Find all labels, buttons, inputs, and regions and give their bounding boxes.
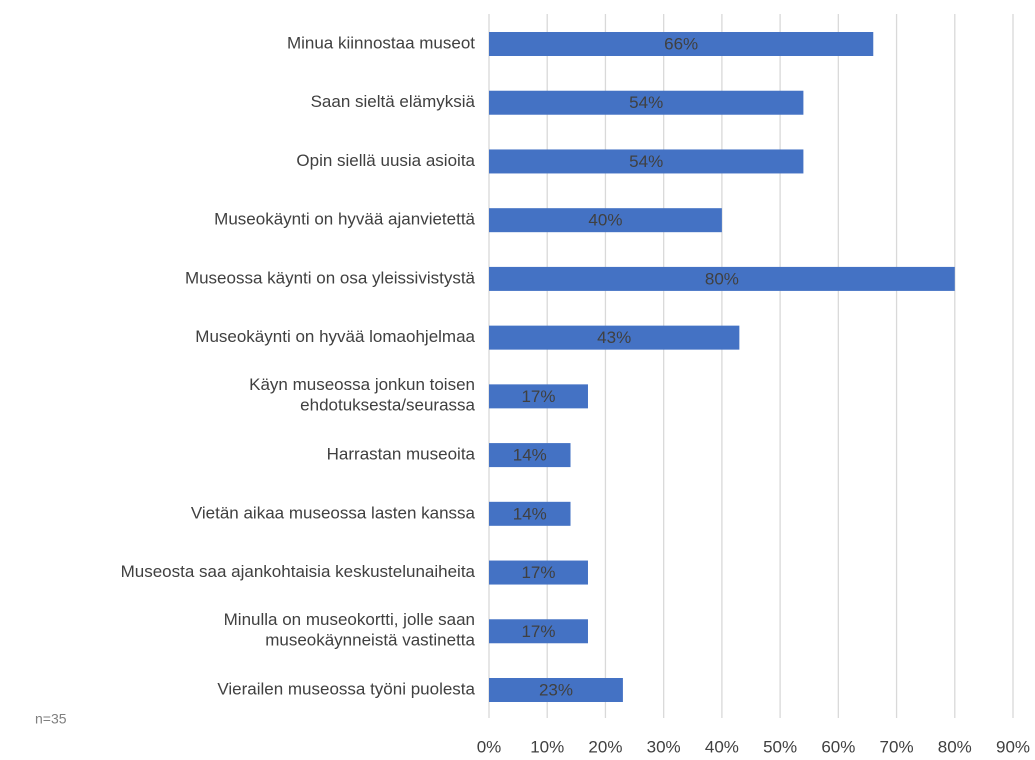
annotation: n=35 (35, 711, 67, 727)
data-label: 23% (539, 680, 573, 699)
category-label: Museokäynti on hyvää ajanvietettä (214, 210, 475, 229)
category-label: Minua kiinnostaa museot (287, 33, 475, 52)
x-tick-label: 60% (821, 737, 855, 756)
category-label: Opin siellä uusia asioita (296, 151, 475, 170)
data-label: 66% (664, 34, 698, 53)
bar (489, 560, 588, 585)
bar (489, 208, 722, 233)
bar (489, 443, 571, 468)
category-label: Museossa käynti on osa yleissivistystä (185, 268, 476, 287)
category-label: Saan sieltä elämyksiä (311, 92, 476, 111)
x-tick-label: 0% (477, 737, 502, 756)
category-label: Museokäynti on hyvää lomaohjelmaa (195, 327, 475, 346)
x-tick-label: 90% (996, 737, 1030, 756)
data-label: 54% (629, 152, 663, 171)
bar (489, 325, 740, 350)
x-tick-label: 20% (588, 737, 622, 756)
category-label: Museosta saa ajankohtaisia keskustelunai… (121, 562, 476, 581)
category-label: Minulla on museokortti, jolle saan museok… (224, 611, 476, 650)
bar (489, 90, 804, 115)
bar (489, 678, 623, 702)
data-label: 80% (705, 269, 739, 288)
category-label: Vietän aikaa museossa lasten kanssa (191, 503, 476, 522)
bar (489, 384, 588, 409)
data-label: 43% (597, 328, 631, 347)
x-tick-label: 70% (880, 737, 914, 756)
bar (489, 619, 588, 644)
data-label: 14% (513, 446, 547, 465)
data-label: 17% (521, 622, 555, 641)
x-tick-label: 50% (763, 737, 797, 756)
data-label: 17% (521, 563, 555, 582)
x-tick-label: 80% (938, 737, 972, 756)
category-label: Harrastan museoita (327, 445, 476, 464)
x-tick-label: 10% (530, 737, 564, 756)
data-label: 17% (521, 387, 555, 406)
data-label: 54% (629, 93, 663, 112)
bar (489, 149, 804, 174)
category-label: Vierailen museossa työni puolesta (217, 679, 475, 698)
data-label: 40% (588, 211, 622, 230)
bar (489, 501, 571, 526)
x-tick-label: 30% (647, 737, 681, 756)
bar (489, 32, 874, 56)
x-tick-label: 40% (705, 737, 739, 756)
bar (489, 266, 955, 291)
category-label: Käyn museossa jonkun toisen ehdotuksesta/… (249, 376, 475, 415)
data-label: 14% (513, 504, 547, 523)
